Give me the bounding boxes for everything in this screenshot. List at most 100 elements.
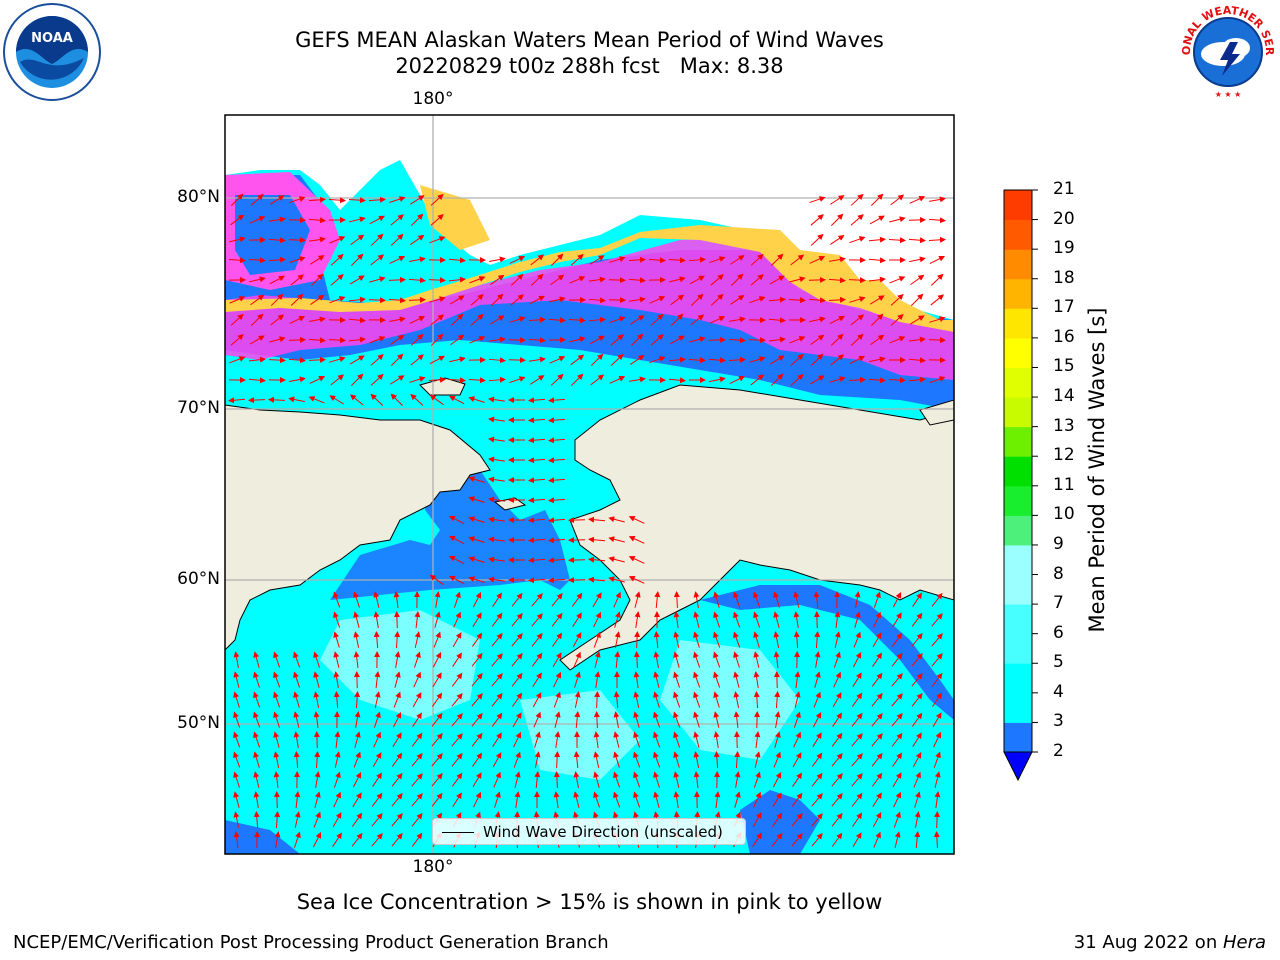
wind-wave-arrow [653,671,660,688]
wind-wave-arrow [912,752,922,768]
wind-wave-arrow [308,356,326,363]
wind-wave-arrow [488,516,505,523]
wind-wave-arrow [811,833,823,847]
wind-wave-arrow [468,536,485,543]
land-canada-islands [919,399,954,426]
wind-wave-arrow [430,214,444,226]
wind-wave-arrow [769,355,785,365]
wind-wave-arrow [851,692,863,707]
wind-wave-arrow [389,375,405,385]
wind-wave-arrow [734,771,741,788]
wind-wave-arrow [729,316,746,323]
footer-machine: Hera [1222,932,1266,953]
wind-wave-arrow [509,255,526,264]
wind-wave-arrow [410,333,424,346]
wind-wave-arrow [488,536,505,543]
wind-wave-arrow [249,276,266,283]
wind-wave-arrow [830,234,845,245]
wind-wave-arrow [308,217,326,224]
map-legend: Wind Wave Direction (unscaled) [432,818,746,845]
wind-wave-arrow [830,213,844,227]
wind-wave-arrow [828,296,846,303]
wind-wave-arrow [451,692,463,707]
wind-wave-arrow [452,632,462,648]
wind-wave-arrow [734,791,741,808]
wind-wave-arrow [488,376,506,383]
wind-wave-arrow [471,693,483,707]
wind-wave-arrow [390,334,405,345]
wind-wave-arrow [649,296,666,304]
colorbar-segment [1004,604,1032,635]
wind-wave-arrow [273,791,280,809]
wind-wave-arrow [829,315,846,325]
wind-wave-arrow [333,631,340,648]
wind-wave-arrow [530,254,545,266]
wind-wave-arrow [511,613,523,627]
wind-wave-arrow [409,195,425,205]
wind-wave-arrow [873,831,881,848]
wind-wave-arrow [892,752,903,767]
wind-wave-arrow [733,631,741,648]
wind-wave-arrow [373,591,380,608]
wind-wave-arrow [552,652,562,668]
wind-wave-arrow [888,237,906,244]
wind-wave-arrow [553,671,562,688]
wind-wave-arrow [549,296,566,303]
wind-wave-arrow [728,337,746,344]
wind-wave-arrow [590,374,605,386]
wind-wave-arrow [389,256,406,264]
wind-wave-arrow [673,731,681,748]
wind-wave-arrow [810,214,824,226]
wind-wave-arrow [891,652,903,667]
wind-wave-arrow [689,275,705,285]
wind-wave-arrow [529,356,546,363]
wind-wave-arrow [333,611,341,628]
wind-wave-arrow [514,791,521,808]
wind-wave-arrow [773,651,780,669]
wind-wave-arrow [608,576,625,583]
wind-wave-arrow [248,397,266,404]
map-plot-area [225,115,954,854]
wind-wave-arrow [852,832,862,848]
wind-wave-arrow [909,196,926,204]
wind-wave-arrow [774,731,781,748]
wind-wave-arrow [450,334,465,346]
wind-wave-arrow [233,651,240,668]
wind-wave-arrow [673,591,680,609]
wind-wave-arrow [233,691,240,708]
wind-wave-arrow [289,196,306,204]
wind-wave-arrow [373,711,381,728]
wind-wave-arrow [550,373,564,386]
wind-wave-arrow [390,353,404,367]
wind-wave-arrow [931,633,943,647]
wind-wave-arrow [488,436,505,443]
wind-wave-arrow [451,733,463,747]
wind-wave-arrow [613,711,620,728]
wind-wave-arrow [294,791,301,809]
wind-wave-arrow [768,317,786,324]
wind-wave-arrow [434,591,441,608]
wind-wave-arrow [550,274,565,286]
wind-wave-arrow [230,313,244,326]
wind-wave-arrow [673,771,680,788]
wind-wave-arrow [713,751,720,769]
wind-wave-arrow [809,375,825,385]
wind-wave-arrow [871,713,883,727]
wind-wave-arrow [253,691,261,708]
colorbar-segment [1004,574,1032,605]
wind-wave-arrow [891,673,903,687]
wind-wave-arrow [852,651,862,668]
wind-wave-arrow [230,334,244,346]
noaa-logo: NOAA [3,3,101,101]
wind-wave-arrow [488,396,505,403]
wind-wave-arrow [370,393,384,406]
wind-wave-arrow [573,771,580,788]
wind-wave-arrow [429,574,444,586]
wind-wave-arrow [669,276,686,283]
wind-wave-arrow [530,375,545,385]
wind-wave-arrow [709,376,726,383]
wind-wave-arrow [230,193,244,206]
wind-wave-arrow [669,335,685,345]
wind-wave-arrow [470,294,484,306]
colorbar-tick-label: 9 [1053,533,1064,554]
